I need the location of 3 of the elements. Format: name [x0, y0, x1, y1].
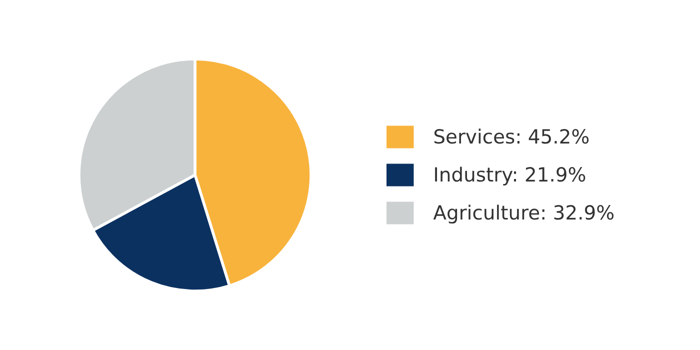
legend-label: Industry: 21.9%	[435, 166, 586, 186]
legend-label: Services: 45.2%	[434, 128, 589, 144]
legend-label: Agriculture: 32.9%	[433, 204, 614, 224]
